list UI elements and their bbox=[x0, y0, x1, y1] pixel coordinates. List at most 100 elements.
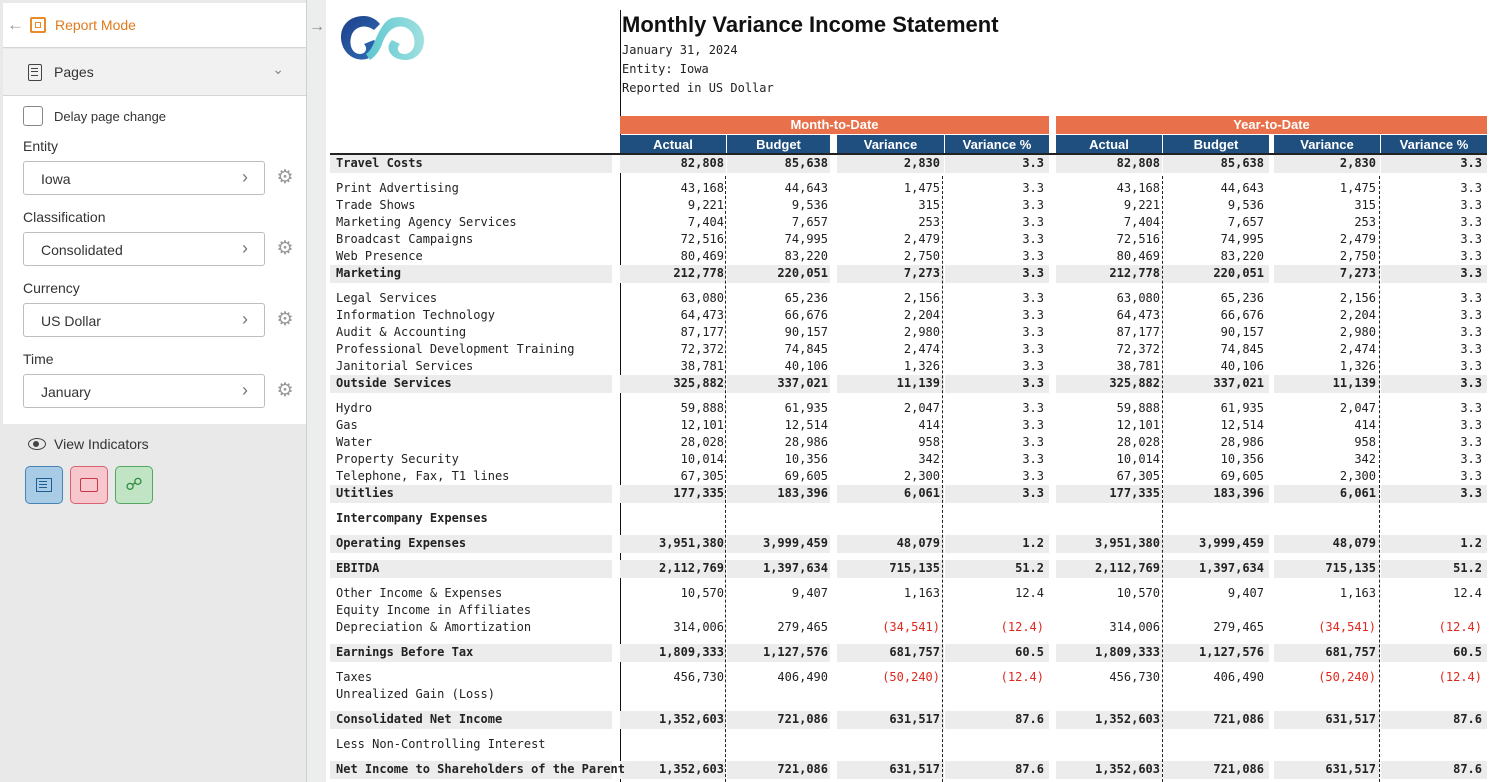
cell-value: 3.3 bbox=[1022, 291, 1044, 305]
cell-value: 337,021 bbox=[777, 376, 828, 390]
table-row: Depreciation & Amortization 314,006 279,46… bbox=[326, 619, 1490, 636]
cell-value: 2,156 bbox=[1339, 291, 1376, 305]
report-mode-bar: ← Report Mode bbox=[3, 3, 306, 48]
cell-value: 1,163 bbox=[903, 586, 940, 600]
cell-value: 1,809,333 bbox=[1094, 645, 1160, 659]
row-shading bbox=[1274, 535, 1380, 553]
comments-indicator-button[interactable] bbox=[70, 466, 108, 504]
view-indicators[interactable]: View Indicators bbox=[28, 436, 149, 452]
row-shading bbox=[837, 535, 944, 553]
row-label: Gas bbox=[336, 418, 358, 432]
chevron-right-icon: › bbox=[242, 167, 248, 187]
col-header-ytd-budget: Budget bbox=[1163, 135, 1269, 154]
row-shading bbox=[330, 375, 612, 393]
cell-value: 82,808 bbox=[1116, 156, 1160, 170]
cell-value: 48,079 bbox=[1332, 536, 1376, 550]
table-row: Unrealized Gain (Loss) bbox=[326, 686, 1490, 703]
cell-value: 1,809,333 bbox=[658, 645, 724, 659]
cell-value: 63,080 bbox=[1116, 291, 1160, 305]
cell-value: 67,305 bbox=[680, 469, 724, 483]
table-row: Travel Costs 82,808 85,638 2,830 3.3 82,808 85… bbox=[326, 155, 1490, 173]
row-shading bbox=[1163, 375, 1269, 393]
filter-panel: Delay page change Entity Iowa › ⚙ Classi… bbox=[3, 96, 306, 424]
company-logo bbox=[340, 16, 424, 60]
table-row: Operating Expenses 3,951,380 3,999,459 48,0… bbox=[326, 535, 1490, 553]
cell-value: 3.3 bbox=[1022, 359, 1044, 373]
delay-checkbox[interactable] bbox=[23, 106, 43, 126]
expand-arrow-icon[interactable]: → bbox=[309, 18, 325, 35]
cell-value: 2,112,769 bbox=[658, 561, 724, 575]
cell-value: 456,730 bbox=[673, 670, 724, 684]
cell-value: 1,326 bbox=[903, 359, 940, 373]
cell-value: 279,465 bbox=[1213, 620, 1264, 634]
classification-gear-icon[interactable]: ⚙ bbox=[276, 238, 294, 259]
chevron-down-icon[interactable]: ⌄ bbox=[272, 61, 284, 77]
cell-value: 72,516 bbox=[1116, 232, 1160, 246]
row-shading bbox=[1274, 644, 1380, 662]
cell-value: 721,086 bbox=[1213, 762, 1264, 776]
cell-value: 28,028 bbox=[1116, 435, 1160, 449]
time-selector[interactable]: January › bbox=[23, 374, 265, 408]
row-shading bbox=[945, 535, 1049, 553]
cell-value: 12,101 bbox=[680, 418, 724, 432]
time-gear-icon[interactable]: ⚙ bbox=[276, 380, 294, 401]
row-label: Equity Income in Affiliates bbox=[336, 603, 532, 617]
row-shading bbox=[1274, 155, 1380, 173]
row-shading bbox=[727, 560, 830, 578]
row-shading bbox=[837, 155, 944, 173]
table-row: Property Security 10,014 10,356 342 3.3 10,01… bbox=[326, 451, 1490, 468]
row-shading bbox=[330, 711, 612, 729]
currency-gear-icon[interactable]: ⚙ bbox=[276, 309, 294, 330]
row-shading bbox=[620, 155, 726, 173]
row-shading bbox=[620, 761, 726, 779]
entity-value: Iowa bbox=[41, 171, 71, 187]
report-mode-label[interactable]: Report Mode bbox=[55, 17, 136, 33]
row-shading bbox=[945, 560, 1049, 578]
entity-selector[interactable]: Iowa › bbox=[23, 161, 265, 195]
row-label: Depreciation & Amortization bbox=[336, 620, 532, 634]
cell-value: 1,397,634 bbox=[1198, 561, 1264, 575]
delay-page-change[interactable]: Delay page change bbox=[23, 106, 166, 126]
row-shading bbox=[1163, 761, 1269, 779]
links-indicator-button[interactable]: ☍ bbox=[115, 466, 153, 504]
cell-value: 64,473 bbox=[680, 308, 724, 322]
report-title: Monthly Variance Income Statement bbox=[622, 12, 999, 37]
row-shading bbox=[1381, 761, 1487, 779]
cell-value: 325,882 bbox=[673, 376, 724, 390]
row-label: Net Income to Shareholders of the Parent bbox=[336, 762, 625, 776]
cell-value: 2,479 bbox=[1339, 232, 1376, 246]
row-shading bbox=[837, 485, 944, 503]
cell-value: 66,676 bbox=[1220, 308, 1264, 322]
cell-value: 3.3 bbox=[1460, 452, 1482, 466]
back-arrow-icon[interactable]: ← bbox=[7, 15, 24, 34]
row-shading bbox=[727, 265, 830, 283]
classification-selector[interactable]: Consolidated › bbox=[23, 232, 265, 266]
cell-value: 9,221 bbox=[1123, 198, 1160, 212]
cell-value: 83,220 bbox=[784, 249, 828, 263]
notes-indicator-button[interactable] bbox=[25, 466, 63, 504]
cell-value: 6,061 bbox=[903, 486, 940, 500]
cell-value: 3.3 bbox=[1460, 435, 1482, 449]
collapse-strip[interactable]: → bbox=[307, 0, 326, 782]
cell-value: 69,605 bbox=[784, 469, 828, 483]
cell-value: 74,845 bbox=[784, 342, 828, 356]
cell-value: 279,465 bbox=[777, 620, 828, 634]
cell-value: 6,061 bbox=[1339, 486, 1376, 500]
cell-value: 958 bbox=[1354, 435, 1376, 449]
report-currency-note: Reported in US Dollar bbox=[622, 81, 774, 95]
cell-value: 65,236 bbox=[784, 291, 828, 305]
row-label: Information Technology bbox=[336, 308, 495, 322]
cell-value: 631,517 bbox=[889, 762, 940, 776]
cell-value: 48,079 bbox=[896, 536, 940, 550]
pages-header[interactable]: Pages ⌄ bbox=[3, 49, 306, 96]
cell-value: 315 bbox=[918, 198, 940, 212]
cell-value: 3,999,459 bbox=[1198, 536, 1264, 550]
cell-value: 631,517 bbox=[889, 712, 940, 726]
col-header-ytd-variance: Variance bbox=[1274, 135, 1380, 154]
table-row: Marketing 212,778 220,051 7,273 3.3 212,778 22… bbox=[326, 265, 1490, 283]
currency-selector[interactable]: US Dollar › bbox=[23, 303, 265, 337]
col-header-mtd-variance-pct: Variance % bbox=[945, 135, 1049, 154]
row-label: Taxes bbox=[336, 670, 373, 684]
entity-gear-icon[interactable]: ⚙ bbox=[276, 167, 294, 188]
row-shading bbox=[727, 711, 830, 729]
